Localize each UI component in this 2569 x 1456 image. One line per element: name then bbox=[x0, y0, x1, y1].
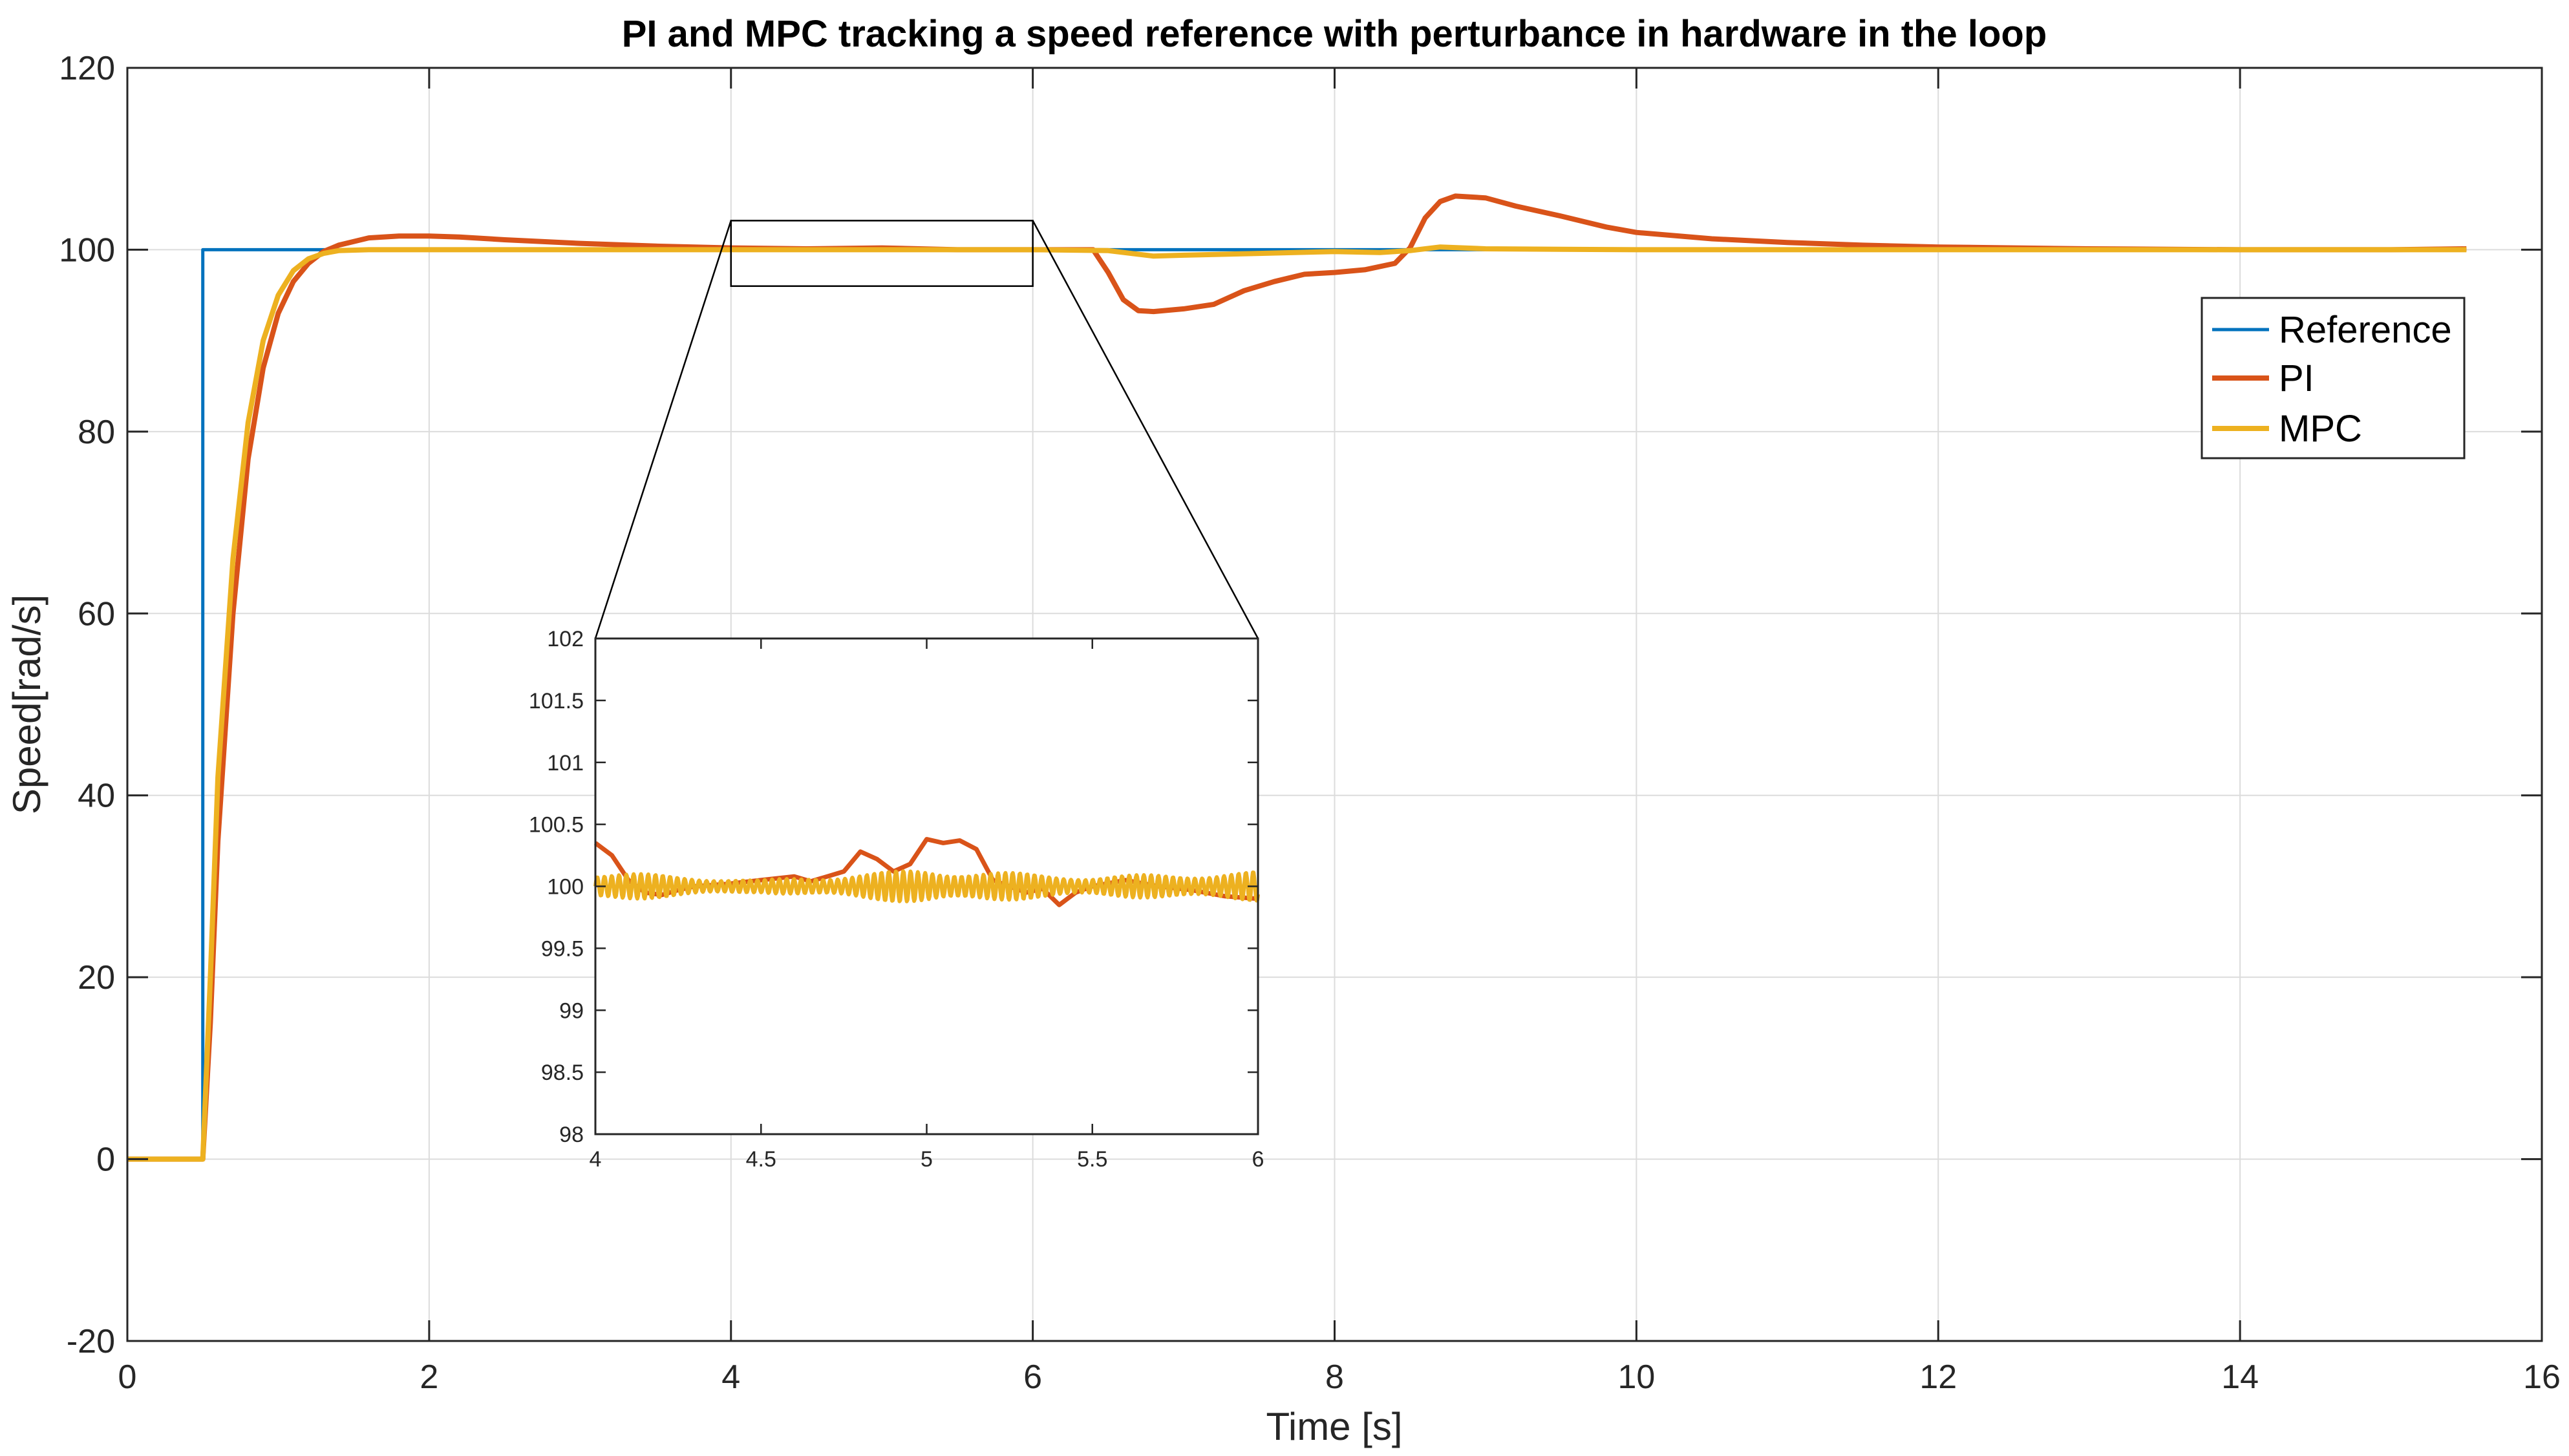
series-mpc bbox=[127, 244, 2467, 1162]
inset-ticks: 4 4.5 5 5.5 6 98 98.5 99 99.5 100 100.5 101 101.5 102 bbox=[529, 627, 1264, 1172]
legend-label-reference: Reference bbox=[2279, 309, 2452, 351]
inset-x-tick-label: 6 bbox=[1252, 1147, 1264, 1172]
inset-series-mpc bbox=[593, 869, 1260, 903]
x-tick-label: 0 bbox=[118, 1358, 137, 1396]
x-tick-label: 16 bbox=[2523, 1358, 2561, 1396]
inset-y-tick-label: 98 bbox=[559, 1123, 584, 1147]
y-tick-label: 120 bbox=[59, 50, 115, 87]
zoom-region-box bbox=[730, 220, 1034, 287]
zoom-connector-left bbox=[594, 220, 732, 639]
legend-label-mpc: MPC bbox=[2279, 408, 2362, 450]
x-tick-label: 4 bbox=[721, 1358, 740, 1396]
inset-series bbox=[593, 837, 1260, 907]
y-tick-label: 80 bbox=[78, 414, 115, 451]
inset-y-tick-label: 100 bbox=[547, 875, 584, 900]
chart-title: PI and MPC tracking a speed reference wi… bbox=[622, 13, 2047, 55]
inset-y-tick-label: 99 bbox=[559, 998, 584, 1023]
series-pi bbox=[127, 193, 2467, 1162]
y-tick-label: 60 bbox=[78, 595, 115, 633]
inset-y-tick-label: 98.5 bbox=[541, 1060, 584, 1085]
inset-y-tick-label: 102 bbox=[547, 627, 584, 651]
y-tick-label: 20 bbox=[78, 959, 115, 997]
x-tick-label: 8 bbox=[1325, 1358, 1344, 1396]
x-tick-label: 2 bbox=[420, 1358, 438, 1396]
y-tick-label: 100 bbox=[59, 231, 115, 269]
inset-y-tick-label: 100.5 bbox=[529, 813, 584, 838]
zoom-indicator bbox=[594, 220, 1259, 639]
y-tick-label: -20 bbox=[67, 1323, 115, 1360]
x-tick-label: 6 bbox=[1023, 1358, 1042, 1396]
inset-y-tick-label: 101.5 bbox=[529, 689, 584, 713]
inset-x-tick-label: 5.5 bbox=[1077, 1147, 1107, 1172]
main-series bbox=[127, 193, 2467, 1162]
zoom-connector-right bbox=[1032, 220, 1259, 639]
x-tick-label: 14 bbox=[2221, 1358, 2259, 1396]
legend: Reference PI MPC bbox=[2201, 297, 2466, 459]
legend-label-pi: PI bbox=[2279, 357, 2314, 399]
x-tick-label: 10 bbox=[1617, 1358, 1655, 1396]
inset-y-tick-label: 101 bbox=[547, 751, 584, 775]
y-tick-label: 40 bbox=[78, 777, 115, 815]
x-tick-label: 12 bbox=[1919, 1358, 1957, 1396]
inset-plot: 4 4.5 5 5.5 6 98 98.5 99 99.5 100 100.5 101 101.5 102 bbox=[529, 627, 1264, 1172]
inset-x-tick-label: 4 bbox=[590, 1147, 602, 1172]
inset-y-tick-label: 99.5 bbox=[541, 936, 584, 961]
inset-x-tick-label: 5 bbox=[921, 1147, 933, 1172]
x-axis-label: Time [s] bbox=[1266, 1405, 1402, 1448]
y-axis-label: Speed[rad/s] bbox=[5, 595, 48, 814]
inset-x-tick-label: 4.5 bbox=[746, 1147, 776, 1172]
y-tick-label: 0 bbox=[96, 1141, 115, 1179]
